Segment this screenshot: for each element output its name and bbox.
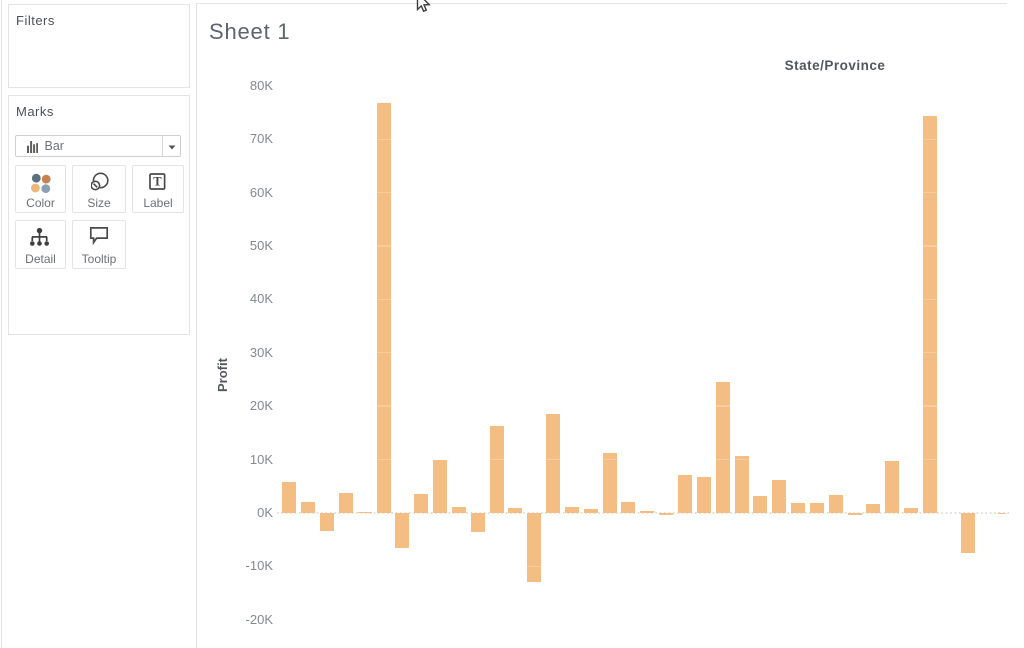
svg-text:T: T — [153, 175, 162, 189]
